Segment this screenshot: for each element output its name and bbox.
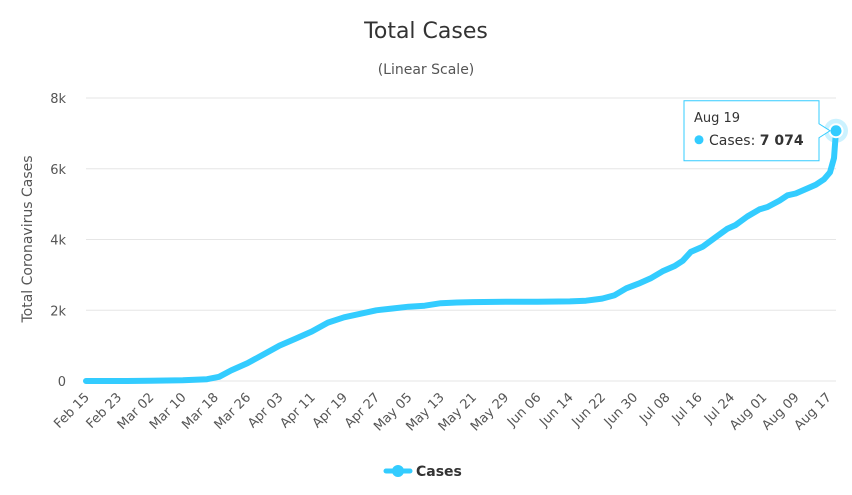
legend[interactable]: Cases [383, 464, 462, 480]
x-tick-label: Jul 08 [636, 390, 673, 427]
tooltip-date: Aug 19 [694, 111, 740, 126]
x-tick-label: Jun 14 [536, 390, 576, 430]
tooltip-body: Cases: 7 074 [709, 133, 804, 149]
y-tick-label: 8k [50, 92, 66, 107]
x-tick-label: Jun 06 [504, 390, 544, 430]
tooltip-colon: : [751, 133, 760, 149]
tooltip-series-label: Cases [709, 133, 751, 149]
tooltip: Aug 19 Cases: 7 074 [683, 100, 831, 162]
series-layer [83, 118, 848, 384]
y-tick-label: 6k [50, 163, 66, 178]
series-line-cases[interactable] [83, 127, 839, 384]
x-tick-label: Apr 03 [245, 390, 286, 431]
y-tick-label: 2k [50, 304, 66, 319]
y-tick-label: 0 [58, 375, 66, 390]
x-tick-label: Apr 11 [278, 390, 319, 431]
x-tick-label: Jun 30 [601, 390, 641, 430]
legend-label: Cases [416, 464, 462, 480]
x-tick-label: Apr 19 [310, 390, 351, 431]
tooltip-series-marker [694, 135, 704, 145]
chart-subtitle: (Linear Scale) [378, 62, 475, 78]
tooltip-box [683, 100, 831, 162]
x-tick-label: Jul 16 [669, 390, 706, 427]
chart-title: Total Cases [363, 19, 488, 44]
tooltip-value: 7 074 [760, 133, 804, 149]
x-tick-label: Jun 22 [569, 390, 609, 430]
x-tick-label: Mar 26 [212, 390, 255, 433]
gridlines [86, 97, 836, 382]
legend-marker-icon [392, 465, 404, 477]
y-axis-label: Total Coronavirus Cases [20, 155, 36, 323]
y-tick-label: 4k [50, 234, 66, 249]
hover-point[interactable] [828, 123, 844, 139]
y-axis-ticks: 0 2k 4k 6k 8k [50, 92, 66, 390]
